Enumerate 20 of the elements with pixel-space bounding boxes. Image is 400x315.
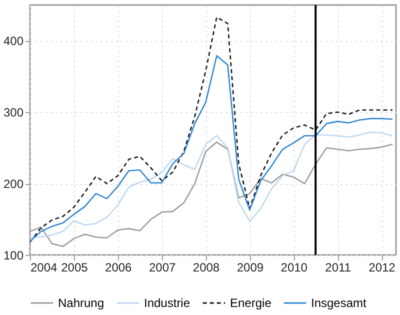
y-tick-label: 100 (3, 248, 24, 262)
x-tick-label: 2010 (280, 260, 308, 274)
y-tick-label: 200 (3, 177, 24, 192)
line-series (30, 131, 394, 238)
legend-label: Insgesamt (311, 296, 368, 310)
x-tick-label: 2007 (148, 260, 176, 274)
legend-label: Nahrung (58, 296, 104, 310)
line-series (30, 55, 394, 242)
line-series (30, 16, 394, 243)
x-tick-label: 2005 (61, 260, 88, 274)
x-tick-label: 2012 (368, 260, 396, 274)
x-tick-label: 2011 (325, 260, 352, 274)
x-tick-label: 2004 (30, 260, 58, 274)
legend-label: Industrie (144, 296, 190, 310)
y-tick-label: 400 (3, 34, 24, 48)
x-tick-label: 2008 (192, 260, 220, 274)
x-tick-label: 2006 (105, 260, 132, 274)
y-tick-label: 300 (3, 106, 24, 120)
x-tick-label: 2009 (236, 260, 264, 274)
legend-label: Energie (230, 296, 272, 310)
